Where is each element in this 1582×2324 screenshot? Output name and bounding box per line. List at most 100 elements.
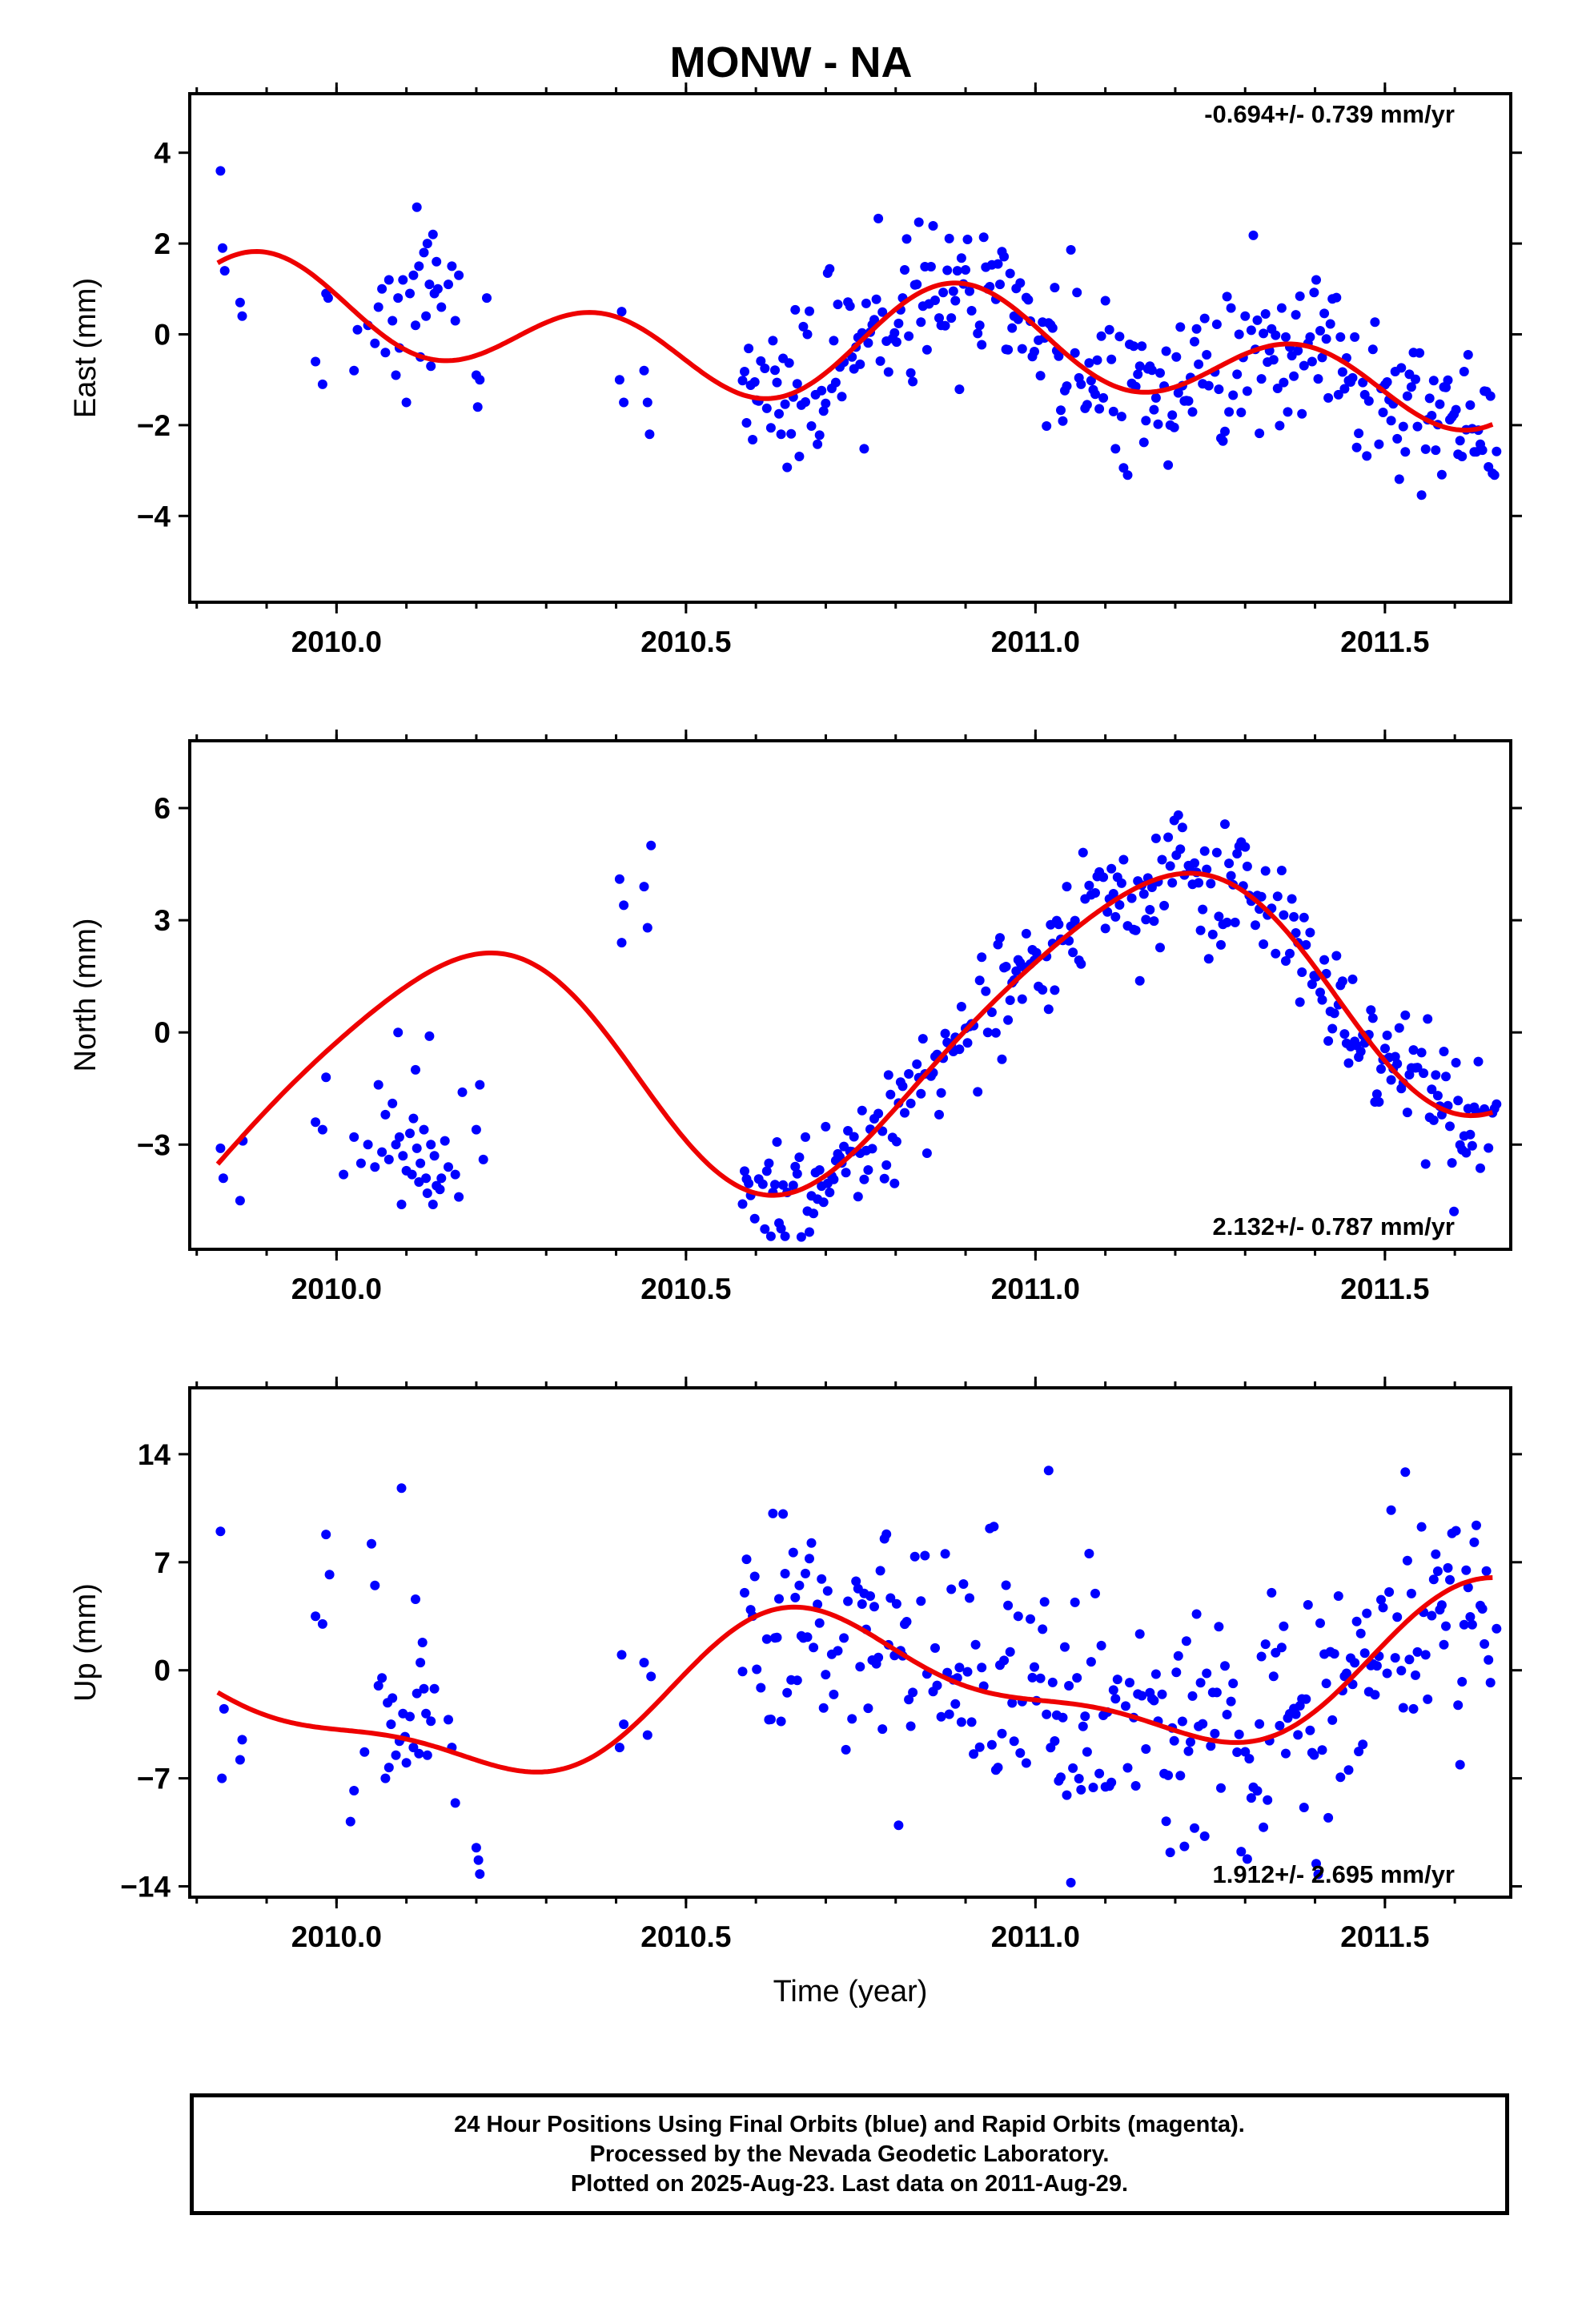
data-point — [414, 1177, 424, 1187]
data-point — [1420, 444, 1431, 454]
data-point — [1382, 1668, 1392, 1679]
data-point — [1439, 1639, 1449, 1650]
data-point — [904, 1695, 914, 1705]
data-point — [1129, 341, 1139, 352]
panel-up: 2010.0 2010.5 2011.0 2011.5 14 7 0 −7 −14 Up (mm)… — [69, 1377, 1522, 2008]
data-point — [1070, 915, 1080, 926]
data-point — [999, 251, 1010, 262]
data-point — [363, 1140, 373, 1150]
data-point — [1443, 375, 1453, 385]
data-point — [387, 1693, 398, 1703]
data-point — [814, 430, 825, 440]
data-point — [614, 375, 624, 385]
data-point — [1449, 1206, 1460, 1216]
data-point — [961, 265, 970, 275]
data-point — [761, 1166, 772, 1176]
data-point — [639, 882, 649, 892]
data-point — [744, 344, 754, 354]
data-point — [905, 368, 916, 378]
data-point — [1076, 379, 1086, 389]
data-point — [768, 336, 778, 346]
data-point — [962, 235, 973, 244]
data-point — [1295, 997, 1305, 1007]
data-point — [411, 1064, 420, 1075]
data-point — [1165, 1848, 1175, 1858]
data-point — [317, 1124, 327, 1135]
data-point — [871, 294, 881, 304]
plot-frame-north — [188, 739, 1512, 1251]
data-point — [1386, 1075, 1396, 1085]
data-point — [383, 1154, 394, 1164]
data-point — [1291, 1709, 1301, 1719]
data-point — [761, 1634, 772, 1644]
data-point — [424, 1031, 435, 1041]
data-point — [875, 1566, 885, 1576]
data-point — [974, 975, 985, 986]
data-point — [881, 1529, 892, 1539]
data-point — [401, 397, 412, 408]
data-point — [235, 1755, 245, 1765]
data-point — [478, 1154, 488, 1164]
data-point — [883, 1070, 893, 1080]
data-point — [1386, 416, 1396, 426]
data-point — [1416, 1047, 1427, 1058]
data-point — [393, 293, 404, 304]
data-point — [1088, 1783, 1098, 1792]
data-point — [237, 1735, 247, 1745]
data-point — [905, 1721, 916, 1731]
data-point — [814, 1618, 825, 1628]
caption-line-3: Plotted on 2025-Aug-23. Last data on 201… — [570, 2170, 1129, 2197]
data-point — [1327, 1715, 1338, 1725]
data-point — [774, 408, 784, 419]
data-point — [1216, 1783, 1226, 1793]
data-point — [412, 1143, 422, 1153]
data-point — [1362, 451, 1372, 461]
data-point — [889, 1178, 900, 1188]
data-point — [1190, 336, 1199, 347]
data-point — [1194, 878, 1204, 888]
data-point — [794, 1152, 805, 1163]
data-point — [1402, 391, 1412, 401]
data-point — [1149, 1695, 1159, 1706]
y-axis-label: East (mm) — [69, 278, 102, 418]
data-point — [778, 1180, 789, 1190]
data-point — [408, 1743, 419, 1753]
data-point — [982, 1027, 993, 1038]
data-point — [1003, 1600, 1014, 1610]
data-point — [1007, 323, 1018, 333]
data-point — [934, 313, 944, 324]
data-point — [760, 1224, 770, 1234]
data-point — [1423, 1694, 1433, 1704]
data-point — [422, 1188, 432, 1198]
data-point — [1457, 1677, 1468, 1687]
data-point — [444, 1715, 453, 1725]
data-point — [1436, 1600, 1447, 1610]
data-point — [1043, 1466, 1054, 1476]
data-point — [1453, 1096, 1464, 1106]
x-tick-label: 2011.5 — [1340, 1920, 1429, 1953]
y-tick-label: −14 — [120, 1871, 171, 1904]
data-point — [1043, 1004, 1054, 1015]
data-point — [1252, 1786, 1263, 1796]
data-point — [1398, 1703, 1408, 1713]
data-point — [1236, 1847, 1247, 1857]
data-point — [999, 1655, 1010, 1666]
data-point — [1021, 928, 1031, 939]
data-point — [428, 1200, 438, 1209]
x-tick-label: 2010.0 — [291, 1273, 382, 1305]
data-point — [857, 1105, 867, 1116]
data-point — [405, 1128, 415, 1139]
data-point — [855, 359, 865, 369]
data-point — [853, 1192, 863, 1202]
data-point — [875, 356, 885, 366]
data-point — [454, 270, 464, 280]
data-point — [1411, 1670, 1420, 1680]
data-point — [873, 1108, 884, 1119]
data-point — [324, 1570, 335, 1580]
data-point — [809, 1208, 819, 1219]
data-point — [1255, 428, 1265, 439]
data-point — [1492, 1623, 1502, 1634]
data-point — [1394, 474, 1404, 485]
data-point — [770, 365, 780, 376]
data-point — [396, 1483, 407, 1494]
